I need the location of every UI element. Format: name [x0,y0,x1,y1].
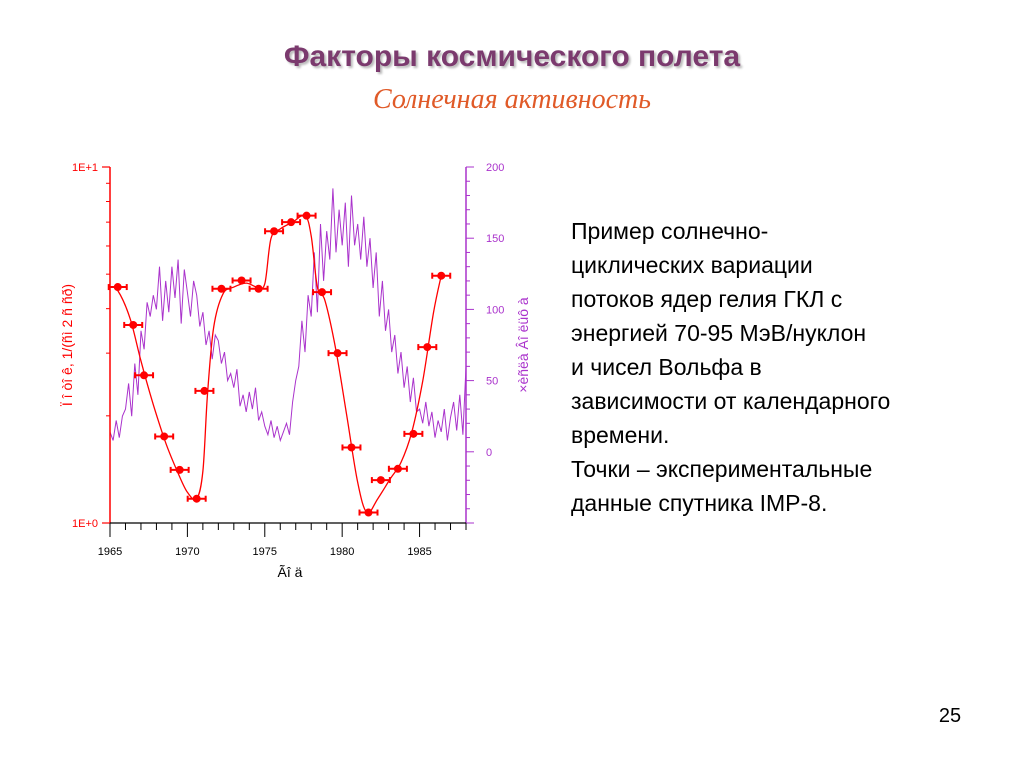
x-tick-label: 1980 [330,546,354,558]
description-line: энергией 70-95 МэВ/нуклон [571,320,867,346]
slide-subtitle: Солнечная активность [373,84,651,115]
description-line: Пример солнечно- [571,218,769,244]
data-point [217,284,226,293]
data-point [270,227,279,236]
x-tick-label: 1975 [253,546,277,558]
x-tick-label: 1985 [407,546,431,558]
x-tick-label: 1970 [175,546,199,558]
right-y-axis-label: ×èñëà Âî ëüô à [515,297,531,393]
description-line: Точки – экспериментальные [571,456,873,482]
left-y-tick-label: 1E+1 [72,162,98,174]
left-y-tick-label: 1E+0 [72,518,98,530]
helium-flux-layer [107,211,452,517]
description-line: циклических вариации [571,252,813,278]
right-y-tick-label: 0 [486,447,492,459]
data-point [376,476,385,485]
chart-description: Пример солнечно- циклических вариации по… [571,214,991,520]
slide-title: Факторы космического полета [283,40,741,73]
helium-flux-fit-line [109,214,442,514]
wolf-number-series-line [109,188,467,443]
data-point [200,386,209,395]
description-line: зависимости от календарного [571,388,891,414]
data-point [237,276,246,285]
data-point [423,343,432,352]
description-line: данные спутника IMP-8. [571,490,828,516]
right-y-tick-label: 200 [486,162,504,174]
description-line: времени. [571,422,670,448]
description-line: и чисел Вольфа в [571,354,762,380]
right-y-tick-label: 150 [486,233,504,245]
x-tick-label: 1965 [98,546,122,558]
page-number: 25 [938,705,962,727]
left-y-axis-label: Ï î òî ê, 1/(ñì 2 ñ ñð) [59,284,75,406]
description-line: потоков ядер гелия ГКЛ с [571,286,843,312]
right-y-tick-label: 100 [486,304,504,316]
wolf-number-layer [109,188,467,443]
chart-axes: 1E+0 1E+1 Ï î òî ê, 1/(ñì 2 ñ ñð) 0 50 100 150… [59,162,531,580]
data-point [302,211,311,220]
x-axis-label: Ãî ä [278,564,303,580]
right-y-tick-label: 50 [486,376,498,388]
